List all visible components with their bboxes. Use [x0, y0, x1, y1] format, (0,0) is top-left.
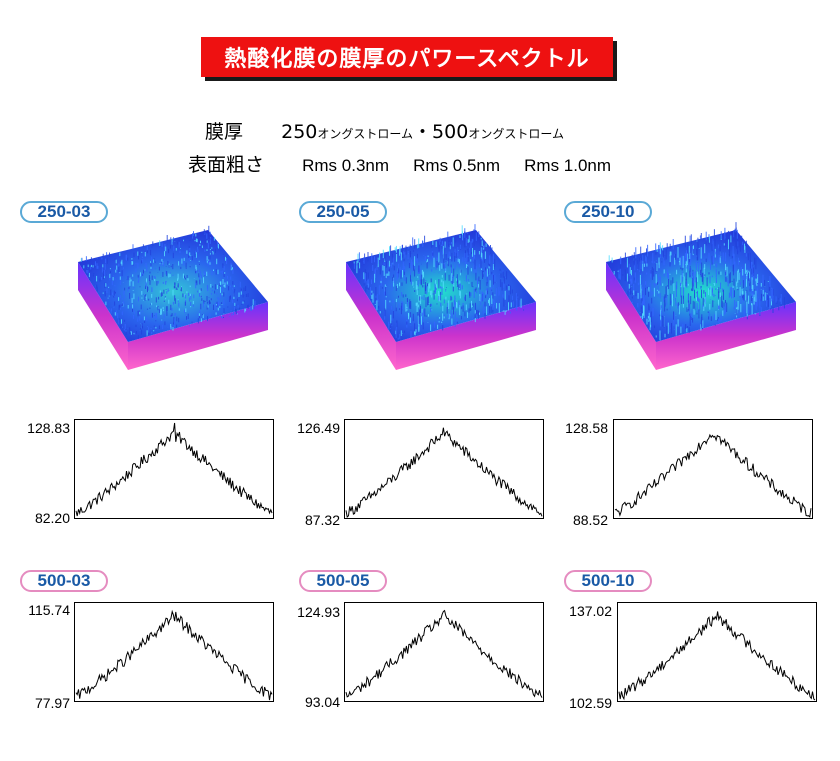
surface-texture	[80, 225, 256, 342]
unit-b: オングストローム	[468, 127, 564, 141]
page-title: 熱酸化膜の膜厚のパワースペクトル	[201, 37, 613, 77]
ymin-label-500-10: 102.59	[569, 695, 612, 711]
ymin-label-250-10: 88.52	[572, 512, 608, 528]
surface-texture	[353, 224, 525, 340]
ymax-label-250-05: 126.49	[297, 420, 340, 436]
spectrum-line-500-10	[618, 611, 816, 701]
thickness-row: 膜厚 250オングストローム・500オングストローム	[205, 117, 564, 144]
ymin-label-500-03: 77.97	[34, 695, 70, 711]
sample-label-500-05: 500-05	[299, 570, 387, 592]
ymax-label-500-05: 124.93	[297, 604, 340, 620]
separator: ・	[413, 121, 433, 143]
surface-front-side	[128, 302, 268, 370]
roughness-label: 表面粗さ	[188, 154, 265, 176]
surface-left-side	[606, 262, 656, 370]
surface-left-side	[346, 262, 396, 370]
ymax-label-500-10: 137.02	[569, 603, 612, 619]
thickness-b: 500	[432, 121, 469, 143]
plot-500-03	[74, 602, 274, 702]
surface-left-side	[78, 262, 128, 370]
plot-500-10	[617, 602, 817, 702]
rms-value-3: Rms 1.0nm	[524, 156, 612, 175]
spectrum-line-250-05	[345, 427, 543, 518]
ymax-label-500-03: 115.74	[28, 602, 70, 618]
plot-250-10	[613, 419, 813, 519]
surface-image-250-05	[346, 224, 536, 370]
rms-value-2: Rms 0.5nm	[413, 156, 501, 175]
surface-texture	[608, 222, 785, 341]
thickness-label: 膜厚	[205, 121, 244, 143]
surface-front-side	[396, 302, 536, 370]
ymin-label-250-03: 82.20	[34, 510, 70, 526]
sample-label-250-10: 250-10	[564, 201, 652, 223]
spectrum-line-250-10	[614, 433, 812, 518]
rms-value-1: Rms 0.3nm	[302, 156, 390, 175]
plot-250-03	[74, 419, 274, 519]
sample-label-500-10: 500-10	[564, 570, 652, 592]
sample-label-250-03: 250-03	[20, 201, 108, 223]
plot-250-05	[344, 419, 544, 519]
sample-label-250-05: 250-05	[299, 201, 387, 223]
ymax-label-250-03: 128.83	[27, 420, 70, 436]
thickness-a: 250	[281, 121, 318, 143]
spectrum-line-500-05	[345, 609, 543, 698]
ymin-label-250-05: 87.32	[304, 512, 340, 528]
sample-label-500-03: 500-03	[20, 570, 108, 592]
unit-a: オングストローム	[317, 127, 414, 141]
roughness-row: 表面粗さ Rms 0.3nm Rms 0.5nm Rms 1.0nm	[188, 150, 611, 177]
spectrum-line-500-03	[75, 609, 273, 701]
surface-image-250-03	[78, 225, 268, 370]
ymax-label-250-10: 128.58	[565, 420, 608, 436]
ymin-label-500-05: 93.04	[304, 694, 340, 710]
plot-500-05	[344, 602, 544, 702]
surface-image-250-10	[606, 222, 796, 370]
surface-front-side	[656, 302, 796, 370]
spectrum-line-250-03	[75, 422, 273, 517]
surface-top	[78, 230, 268, 342]
